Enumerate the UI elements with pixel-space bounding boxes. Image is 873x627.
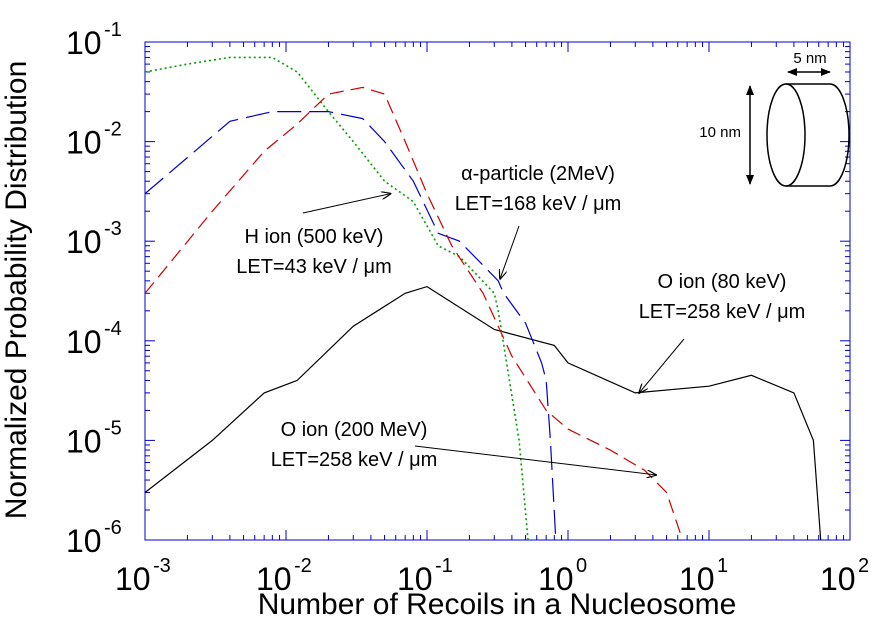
y-tick-base: 10 xyxy=(66,224,102,260)
y-tick-base: 10 xyxy=(66,25,102,61)
annotation-line: LET=258 keV / μm xyxy=(271,449,438,471)
y-tick-exponent: -3 xyxy=(104,218,122,240)
x-tick-exponent: -1 xyxy=(435,555,453,577)
y-tick-label: 10 -4 xyxy=(66,318,122,360)
annotation-line: LET=43 keV / μm xyxy=(236,256,391,278)
annotation-line: O ion (80 keV) xyxy=(658,271,787,293)
plot-frame xyxy=(144,41,851,541)
annotation-1: H ion (500 keV) LET=43 keV / μm xyxy=(236,194,391,278)
y-tick-exponent: -4 xyxy=(104,318,122,340)
x-tick-base: 10 xyxy=(256,561,292,597)
y-tick-base: 10 xyxy=(66,324,102,360)
x-tick-base: 10 xyxy=(115,561,151,597)
x-tick-base: 10 xyxy=(679,561,715,597)
y-tick-exponent: -5 xyxy=(104,417,122,439)
x-tick-label: 10 2 xyxy=(820,555,869,597)
annotation-4: O ion (200 MeV) LET=258 keV / μm xyxy=(271,419,656,475)
cylinder-body xyxy=(786,83,830,187)
x-tick-label: 10 -2 xyxy=(256,555,312,597)
annotation-line: α-particle (2MeV) xyxy=(461,163,615,185)
x-tick-base: 10 xyxy=(397,561,433,597)
y-tick-exponent: -1 xyxy=(104,19,122,41)
x-tick-label: 10 -1 xyxy=(397,555,453,597)
annotation-arrow xyxy=(414,445,656,475)
annotation-arrow xyxy=(639,338,685,393)
y-tick-exponent: -2 xyxy=(104,119,122,141)
y-tick-exponent: -6 xyxy=(104,517,122,539)
y-tick-label: 10 -3 xyxy=(66,218,122,260)
x-tick-exponent: 0 xyxy=(576,555,587,577)
annotation-arrow xyxy=(302,194,390,214)
x-tick-exponent: 2 xyxy=(858,555,869,577)
series-line-3 xyxy=(145,111,557,540)
cylinder-back xyxy=(829,83,850,187)
x-tick-base: 10 xyxy=(538,561,574,597)
x-tick-exponent: -3 xyxy=(153,555,171,577)
x-tick-label: 10 0 xyxy=(538,555,587,597)
x-tick-base: 10 xyxy=(820,561,856,597)
x-axis-title: Number of Recoils in a Nucleosome xyxy=(258,588,737,621)
y-tick-label: 10 -2 xyxy=(66,119,122,161)
y-tick-base: 10 xyxy=(66,523,102,559)
series-line-2 xyxy=(145,56,529,540)
y-tick-base: 10 xyxy=(66,423,102,459)
y-tick-label: 10 -6 xyxy=(66,517,122,559)
annotation-line: LET=168 keV / μm xyxy=(455,193,622,215)
series-line-1 xyxy=(145,285,822,540)
cylinder-front xyxy=(766,83,806,187)
x-tick-exponent: -2 xyxy=(294,555,312,577)
inset-height-label: 10 nm xyxy=(699,124,741,141)
y-tick-label: 10 -1 xyxy=(66,19,122,61)
annotation-arrow xyxy=(500,225,520,279)
series-line-4 xyxy=(145,86,684,540)
inset-width-label: 5 nm xyxy=(793,50,826,67)
y-tick-base: 10 xyxy=(66,125,102,161)
x-tick-label: 10 1 xyxy=(679,555,728,597)
y-axis-title: Normalized Probability Distribution xyxy=(0,61,33,520)
x-tick-exponent: 1 xyxy=(717,555,728,577)
series-layer xyxy=(145,56,822,540)
annotation-line: H ion (500 keV) xyxy=(245,226,384,248)
annotations: H ion (500 keV) LET=43 keV / μm α-particle… xyxy=(236,163,805,475)
tick-labels: 10 -3 10 -2 10 -1 10 0 10 1 10 210 -110 -210 -310 -410-… xyxy=(66,19,869,597)
annotation-3: O ion (80 keV) LET=258 keV / μm xyxy=(639,271,806,393)
axis-ticks xyxy=(144,42,850,541)
annotation-line: LET=258 keV / μm xyxy=(639,301,806,323)
annotation-line: O ion (200 MeV) xyxy=(281,419,428,441)
nucleosome-inset: 5 nm 10 nm xyxy=(699,50,850,187)
x-tick-label: 10 -3 xyxy=(115,555,171,597)
y-tick-label: 10 -5 xyxy=(66,417,122,459)
annotation-2: α-particle (2MeV) LET=168 keV / μm xyxy=(455,163,622,279)
